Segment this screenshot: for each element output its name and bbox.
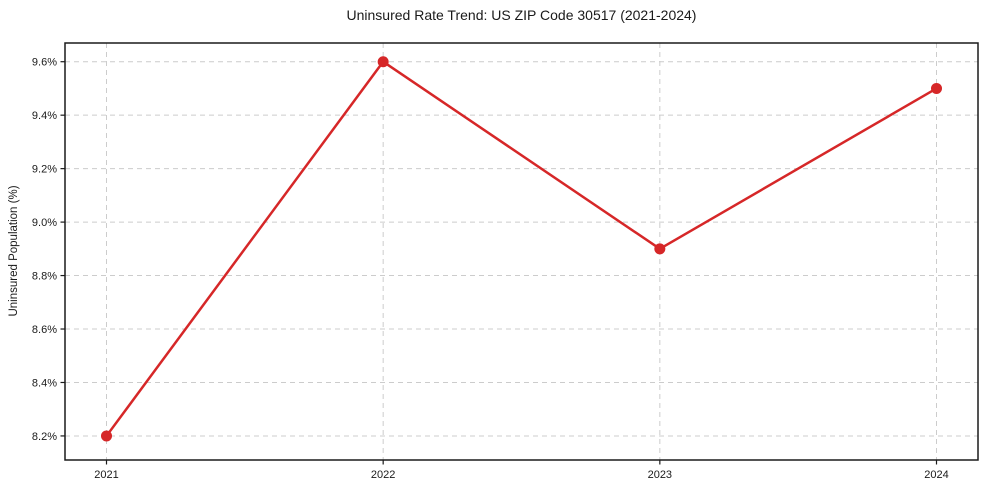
y-tick-label: 9.0% (32, 217, 57, 229)
chart-title: Uninsured Rate Trend: US ZIP Code 30517 … (346, 7, 697, 23)
x-tick-label: 2022 (371, 469, 395, 481)
x-tick-label: 2023 (648, 469, 672, 481)
y-tick-label: 8.6% (32, 324, 57, 336)
y-tick-label: 8.4% (32, 377, 57, 389)
x-tick-label: 2021 (94, 469, 118, 481)
data-point (931, 82, 942, 94)
y-tick-label: 9.4% (32, 110, 57, 122)
y-tick-label: 8.8% (32, 271, 57, 283)
data-point (377, 56, 389, 68)
data-point (101, 430, 112, 442)
data-point (654, 243, 666, 255)
y-tick-label: 8.2% (32, 431, 57, 443)
plot-frame (64, 42, 979, 461)
trend-line (105, 60, 938, 438)
y-tick-label: 9.2% (32, 164, 57, 176)
x-tick-label: 2024 (924, 469, 948, 481)
y-tick-label: 9.6% (32, 57, 57, 69)
